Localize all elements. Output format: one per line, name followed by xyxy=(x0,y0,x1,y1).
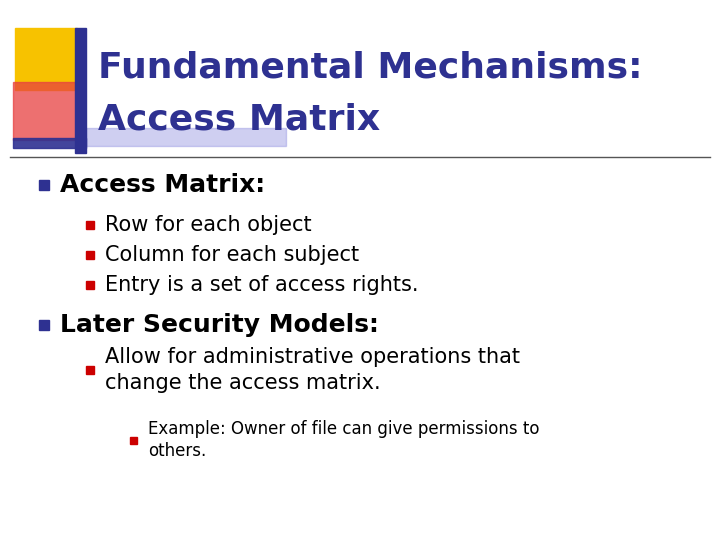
Bar xyxy=(130,436,137,443)
Bar xyxy=(39,180,49,190)
Text: Row for each object: Row for each object xyxy=(105,215,312,235)
Bar xyxy=(86,366,94,374)
Text: Example: Owner of file can give permissions to
others.: Example: Owner of file can give permissi… xyxy=(148,420,539,461)
Text: Fundamental Mechanisms:: Fundamental Mechanisms: xyxy=(98,51,642,85)
Bar xyxy=(13,138,86,148)
Bar xyxy=(86,251,94,259)
Text: Access Matrix:: Access Matrix: xyxy=(60,173,265,197)
Text: Access Matrix: Access Matrix xyxy=(98,103,380,137)
Bar xyxy=(86,221,94,229)
Text: Entry is a set of access rights.: Entry is a set of access rights. xyxy=(105,275,418,295)
Text: Allow for administrative operations that
change the access matrix.: Allow for administrative operations that… xyxy=(105,347,520,393)
Bar xyxy=(86,128,286,146)
Bar xyxy=(86,281,94,289)
Bar xyxy=(13,82,85,140)
Bar xyxy=(39,320,49,330)
Bar xyxy=(15,28,77,90)
Bar xyxy=(75,28,86,153)
Text: Later Security Models:: Later Security Models: xyxy=(60,313,379,337)
Text: Column for each subject: Column for each subject xyxy=(105,245,359,265)
